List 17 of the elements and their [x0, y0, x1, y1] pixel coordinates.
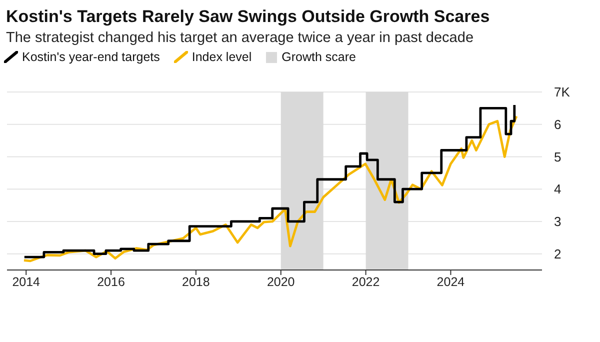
x-tick-label: 2018: [182, 274, 210, 289]
y-tick-label: 2: [554, 246, 562, 262]
legend-label: Growth scare: [280, 50, 356, 64]
x-tick-label: 2020: [266, 274, 295, 289]
y-tick-label: 6: [554, 116, 562, 132]
y-tick-label: 7K: [554, 84, 570, 100]
x-tick-label: 2016: [97, 274, 125, 289]
x-tick-label: 2014: [12, 274, 40, 289]
y-tick-label: 5: [554, 149, 562, 164]
chart-title: Kostin's Targets Rarely Saw Swings Outside Growth Scares: [6, 7, 491, 27]
legend-label: Kostin's year-end targets: [21, 50, 160, 64]
x-tick-label: 2022: [352, 274, 380, 289]
y-tick-label: 4: [554, 182, 562, 197]
y-tick-label: 3: [554, 214, 562, 230]
x-tick-label: 2024: [436, 274, 465, 289]
chart-subtitle: The strategist changed his target an average twice a year in past decade: [6, 30, 475, 46]
legend-label: Index level: [190, 50, 252, 64]
